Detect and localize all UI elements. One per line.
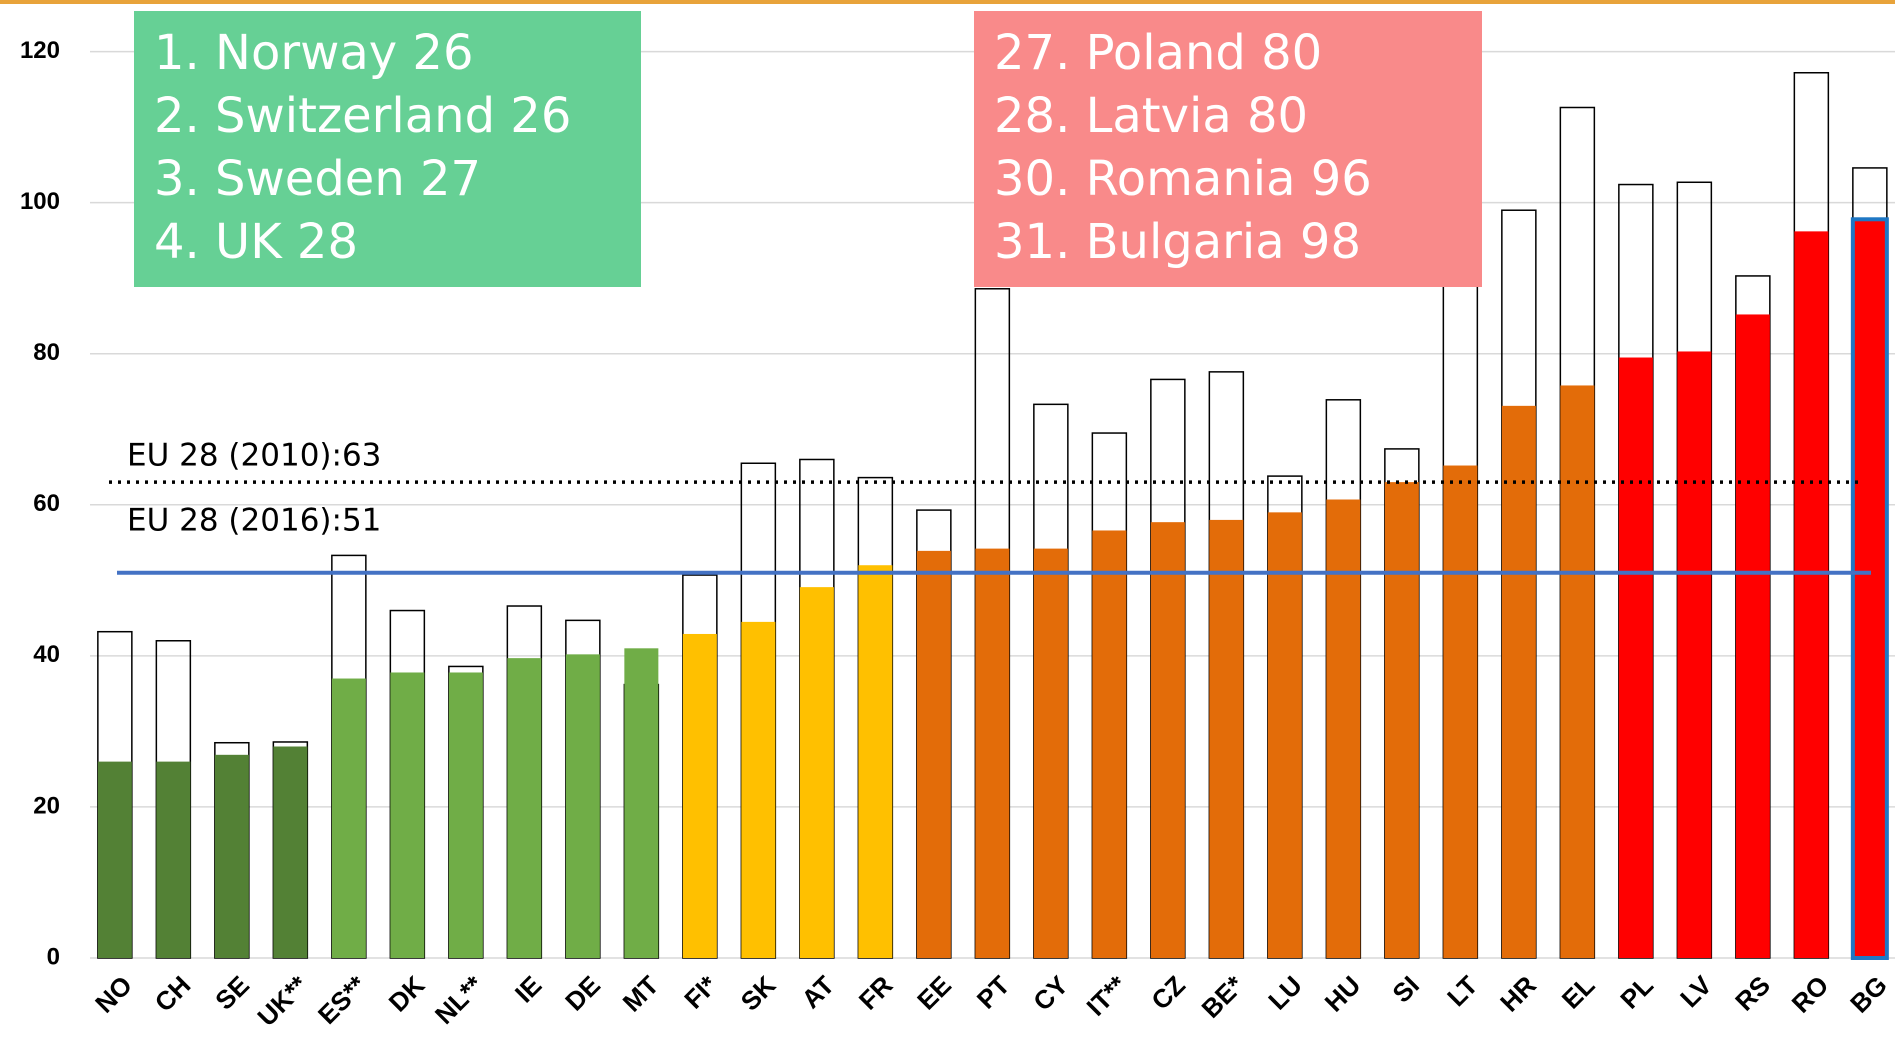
x-tick-label: CY xyxy=(1027,970,1074,1017)
bar xyxy=(916,550,951,958)
x-tick-label: CH xyxy=(149,970,197,1018)
annotation-box xyxy=(974,11,1482,287)
bar xyxy=(1326,499,1361,958)
reference-label: EU 28 (2016):51 xyxy=(127,503,381,539)
x-tick-label: LT xyxy=(1441,970,1483,1012)
x-tick-label: HU xyxy=(1319,970,1367,1018)
x-tick-label: RO xyxy=(1786,970,1835,1019)
annotation-text: 2. Switzerland 26 xyxy=(154,88,571,144)
bar xyxy=(331,678,366,958)
bar xyxy=(1384,482,1419,958)
annotation-text: 1. Norway 26 xyxy=(154,25,473,81)
reference-label: EU 28 (2010):63 xyxy=(127,438,381,474)
annotation-box xyxy=(134,11,641,287)
x-tick-label: PL xyxy=(1614,970,1659,1015)
annotation-text: 28. Latvia 80 xyxy=(994,88,1308,144)
bar xyxy=(1092,530,1127,958)
bar xyxy=(565,654,600,958)
x-tick-label: ES** xyxy=(312,969,373,1030)
bar xyxy=(97,761,132,958)
x-tick-label: RS xyxy=(1729,970,1776,1017)
annotation-text: 4. UK 28 xyxy=(154,214,358,270)
bar xyxy=(507,658,542,958)
bar xyxy=(682,633,717,958)
bar xyxy=(214,754,249,958)
x-tick-label: FR xyxy=(853,970,899,1016)
y-tick-label: 60 xyxy=(33,490,60,517)
bar xyxy=(1443,465,1478,958)
annotation-text: 27. Poland 80 xyxy=(994,25,1322,81)
bar xyxy=(799,587,834,958)
x-tick-label: IT** xyxy=(1081,969,1133,1021)
x-tick-label: NO xyxy=(89,970,138,1019)
y-tick-label: 20 xyxy=(33,792,60,819)
x-tick-label: SI xyxy=(1386,970,1425,1009)
x-tick-label: CZ xyxy=(1145,970,1191,1016)
y-tick-label: 80 xyxy=(33,339,60,366)
x-tick-label: LV xyxy=(1674,969,1718,1013)
annotation-text: 3. Sweden 27 xyxy=(154,151,481,207)
y-tick-label: 0 xyxy=(47,943,60,970)
x-tick-label: FI* xyxy=(678,969,723,1014)
x-tick-label: SK xyxy=(735,970,782,1017)
bar xyxy=(1501,405,1536,958)
bar xyxy=(1850,217,1889,960)
bar xyxy=(1735,314,1770,958)
bar xyxy=(448,672,483,958)
y-tick-label: 120 xyxy=(20,37,60,64)
x-tick-label: PT xyxy=(971,970,1016,1015)
bar xyxy=(1209,519,1244,958)
x-tick-label: BG xyxy=(1844,970,1893,1019)
x-tick-label: LU xyxy=(1262,970,1308,1016)
bar xyxy=(1033,548,1068,958)
bar xyxy=(156,761,191,958)
bar xyxy=(1618,357,1653,958)
annotation-text: 31. Bulgaria 98 xyxy=(994,214,1361,270)
x-tick-label: DE xyxy=(559,970,606,1017)
x-tick-label: BE* xyxy=(1196,969,1251,1024)
y-tick-label: 100 xyxy=(20,188,60,215)
bar xyxy=(975,548,1010,958)
top-border xyxy=(0,0,1895,4)
bar xyxy=(1560,385,1595,958)
annotation-text: 30. Romania 96 xyxy=(994,151,1372,207)
x-tick-label: UK** xyxy=(251,969,314,1032)
bar xyxy=(624,648,659,958)
x-tick-label: EL xyxy=(1556,970,1601,1015)
bar xyxy=(273,746,308,958)
x-tick-label: SE xyxy=(209,970,255,1016)
bar xyxy=(1677,351,1712,958)
bar xyxy=(741,621,776,958)
x-tick-label: NL** xyxy=(429,969,490,1030)
bar xyxy=(1794,231,1829,959)
x-tick-label: EE xyxy=(911,970,957,1016)
y-tick-label: 40 xyxy=(33,641,60,668)
bar xyxy=(390,672,425,958)
x-tick-label: AT xyxy=(796,970,840,1014)
x-tick-label: IE xyxy=(509,970,548,1009)
x-tick-label: DK xyxy=(383,970,431,1018)
bar xyxy=(1150,522,1185,958)
bar xyxy=(858,565,893,958)
x-tick-label: HR xyxy=(1494,970,1542,1018)
x-tick-label: MT xyxy=(617,970,665,1018)
bar xyxy=(1267,512,1302,958)
